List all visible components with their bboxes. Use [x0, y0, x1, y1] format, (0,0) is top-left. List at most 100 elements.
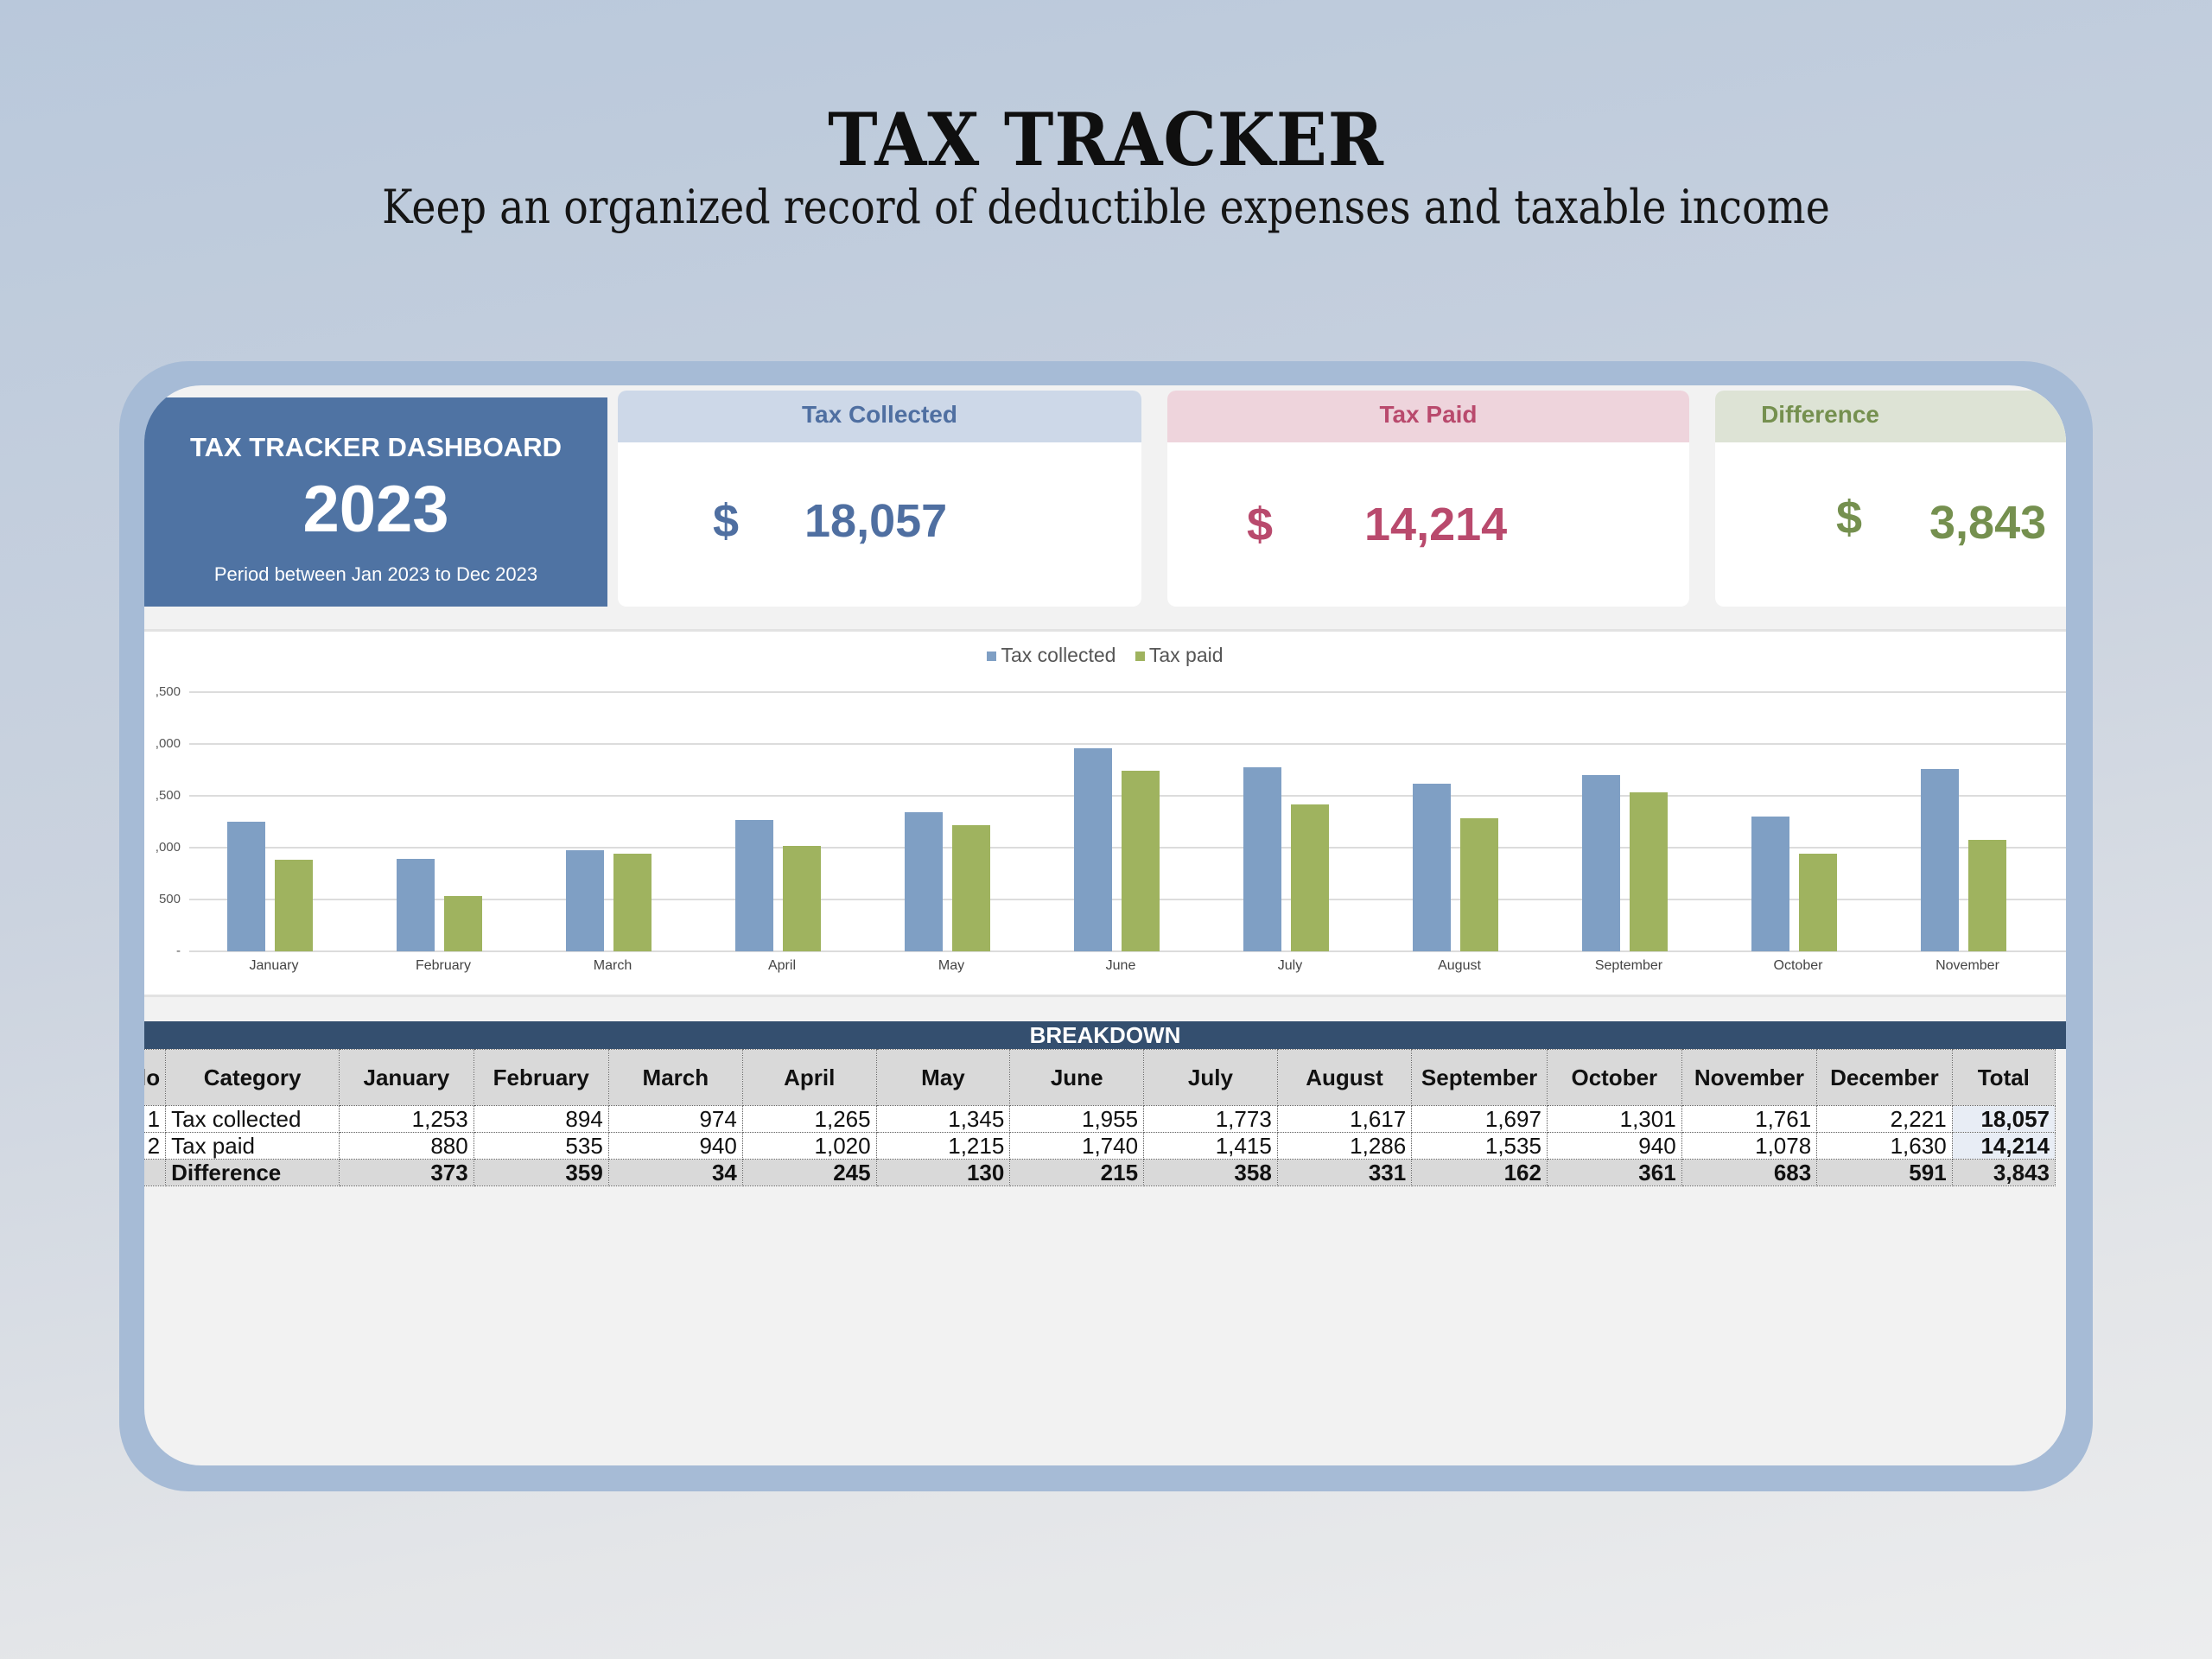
month-value-cell[interactable]: 1,740 [1009, 1132, 1145, 1160]
tax-bar-chart: Tax collected Tax paid - 500 ,000 ,500 ,000,… [144, 629, 2066, 997]
month-value-cell[interactable]: 331 [1276, 1159, 1413, 1186]
month-value-cell[interactable]: 1,955 [1009, 1105, 1145, 1133]
month-value-cell[interactable]: 1,286 [1276, 1132, 1413, 1160]
bar-tax-collected[interactable] [566, 850, 604, 951]
month-value-cell[interactable]: 1,215 [875, 1132, 1011, 1160]
legend-swatch-icon [1135, 652, 1145, 661]
month-value-cell[interactable]: 683 [1681, 1159, 1818, 1186]
month-value-cell[interactable]: 359 [473, 1159, 609, 1186]
row-number-cell[interactable]: 1 [144, 1105, 167, 1133]
x-tick-label: November [1936, 958, 1999, 973]
column-header: Category [165, 1049, 340, 1106]
month-value-cell[interactable]: 1,617 [1276, 1105, 1413, 1133]
gridline [189, 691, 2066, 693]
kpi-difference: Difference $ 3,843 [1715, 391, 2066, 607]
category-cell[interactable]: Difference [165, 1159, 340, 1186]
legend-item-tax-collected[interactable]: Tax collected [987, 644, 1116, 667]
row-number-cell[interactable]: 2 [144, 1132, 167, 1160]
month-value-cell[interactable]: 535 [473, 1132, 609, 1160]
total-cell[interactable]: 18,057 [1951, 1105, 2056, 1133]
chart-legend: Tax collected Tax paid [144, 644, 2066, 667]
bar-group: October [1713, 692, 1883, 973]
x-tick-label: January [249, 958, 299, 973]
table-row: 1 Tax collected 1,253 894 974 1,265 1,345 1,955… [144, 1105, 2056, 1133]
bar-tax-collected[interactable] [1582, 775, 1620, 951]
dashboard-screen: TAX TRACKER DASHBOARD 2023 Period betwee… [144, 385, 2066, 1465]
month-value-cell[interactable]: 1,253 [339, 1105, 474, 1133]
bar-tax-paid[interactable] [1122, 771, 1160, 951]
month-value-cell[interactable]: 1,697 [1411, 1105, 1548, 1133]
month-value-cell[interactable]: 1,078 [1681, 1132, 1818, 1160]
month-value-cell[interactable]: 361 [1546, 1159, 1682, 1186]
month-value-cell[interactable]: 1,415 [1143, 1132, 1278, 1160]
bar-tax-paid[interactable] [1630, 791, 1668, 951]
month-value-cell[interactable]: 1,773 [1143, 1105, 1278, 1133]
bar-tax-collected[interactable] [735, 820, 773, 951]
month-value-cell[interactable]: 940 [607, 1132, 743, 1160]
legend-item-tax-paid[interactable]: Tax paid [1135, 644, 1224, 667]
month-value-cell[interactable]: 1,020 [741, 1132, 877, 1160]
bar-group: August [1375, 692, 1544, 973]
month-value-cell[interactable]: 591 [1816, 1159, 1953, 1186]
month-value-cell[interactable]: 215 [1009, 1159, 1145, 1186]
bar-group: March [528, 692, 697, 973]
bar-tax-collected[interactable] [397, 858, 435, 951]
bar-tax-paid[interactable] [1799, 854, 1837, 951]
row-number-cell[interactable] [144, 1159, 167, 1186]
bar-group: April [697, 692, 867, 973]
page-subtitle: Keep an organized record of deductible e… [382, 180, 1830, 234]
bar-tax-collected[interactable] [905, 811, 943, 951]
month-value-cell[interactable]: 373 [339, 1159, 474, 1186]
month-value-cell[interactable]: 1,761 [1681, 1105, 1818, 1133]
x-tick-label: March [593, 958, 632, 973]
total-cell[interactable]: 3,843 [1951, 1159, 2056, 1186]
kpi-tax-collected: Tax Collected $ 18,057 [618, 391, 1141, 607]
dollar-icon: $ [713, 495, 740, 547]
column-header: May [875, 1049, 1011, 1106]
month-value-cell[interactable]: 1,630 [1816, 1132, 1953, 1160]
bar-tax-collected[interactable] [1413, 783, 1451, 951]
month-value-cell[interactable]: 940 [1546, 1132, 1682, 1160]
bar-tax-paid[interactable] [613, 854, 652, 951]
month-value-cell[interactable]: 974 [607, 1105, 743, 1133]
x-tick-label: October [1773, 958, 1823, 973]
bar-tax-paid[interactable] [1968, 839, 2006, 951]
category-cell[interactable]: Tax paid [165, 1132, 340, 1160]
month-value-cell[interactable]: 162 [1411, 1159, 1548, 1186]
month-value-cell[interactable]: 1,265 [741, 1105, 877, 1133]
kpi-value: 18,057 [804, 495, 948, 547]
bar-tax-collected[interactable] [1074, 748, 1112, 951]
bar-tax-paid[interactable] [783, 845, 821, 951]
column-header: April [741, 1049, 877, 1106]
month-value-cell[interactable]: 2,221 [1816, 1105, 1953, 1133]
bar-tax-paid[interactable] [444, 895, 482, 951]
bar-tax-paid[interactable] [1291, 804, 1329, 951]
x-tick-label: May [938, 958, 965, 973]
bar-tax-collected[interactable] [1243, 767, 1281, 951]
month-value-cell[interactable]: 1,535 [1411, 1132, 1548, 1160]
month-value-cell[interactable]: 880 [339, 1132, 474, 1160]
column-header: Total [1951, 1049, 2056, 1106]
month-value-cell[interactable]: 245 [741, 1159, 877, 1186]
category-cell[interactable]: Tax collected [165, 1105, 340, 1133]
month-value-cell[interactable]: 894 [473, 1105, 609, 1133]
column-header: December [1816, 1049, 1953, 1106]
bar-tax-paid[interactable] [1460, 817, 1498, 951]
bar-group: September [1544, 692, 1713, 973]
total-cell[interactable]: 14,214 [1951, 1132, 2056, 1160]
dollar-icon: $ [1247, 499, 1274, 550]
breakdown-table-section: BREAKDOWN loCategoryJanuaryFebruaryMarch… [144, 1021, 2066, 1186]
month-value-cell[interactable]: 1,345 [875, 1105, 1011, 1133]
bar-tax-collected[interactable] [1921, 768, 1959, 951]
gridline [189, 950, 2066, 952]
bar-tax-paid[interactable] [952, 825, 990, 951]
bar-tax-paid[interactable] [275, 860, 313, 951]
x-tick-label: April [767, 958, 796, 973]
month-value-cell[interactable]: 1,301 [1546, 1105, 1682, 1133]
column-header: June [1009, 1049, 1145, 1106]
month-value-cell[interactable]: 358 [1143, 1159, 1278, 1186]
bar-tax-collected[interactable] [227, 821, 265, 951]
month-value-cell[interactable]: 130 [875, 1159, 1011, 1186]
month-value-cell[interactable]: 34 [607, 1159, 743, 1186]
bar-tax-collected[interactable] [1751, 816, 1789, 951]
